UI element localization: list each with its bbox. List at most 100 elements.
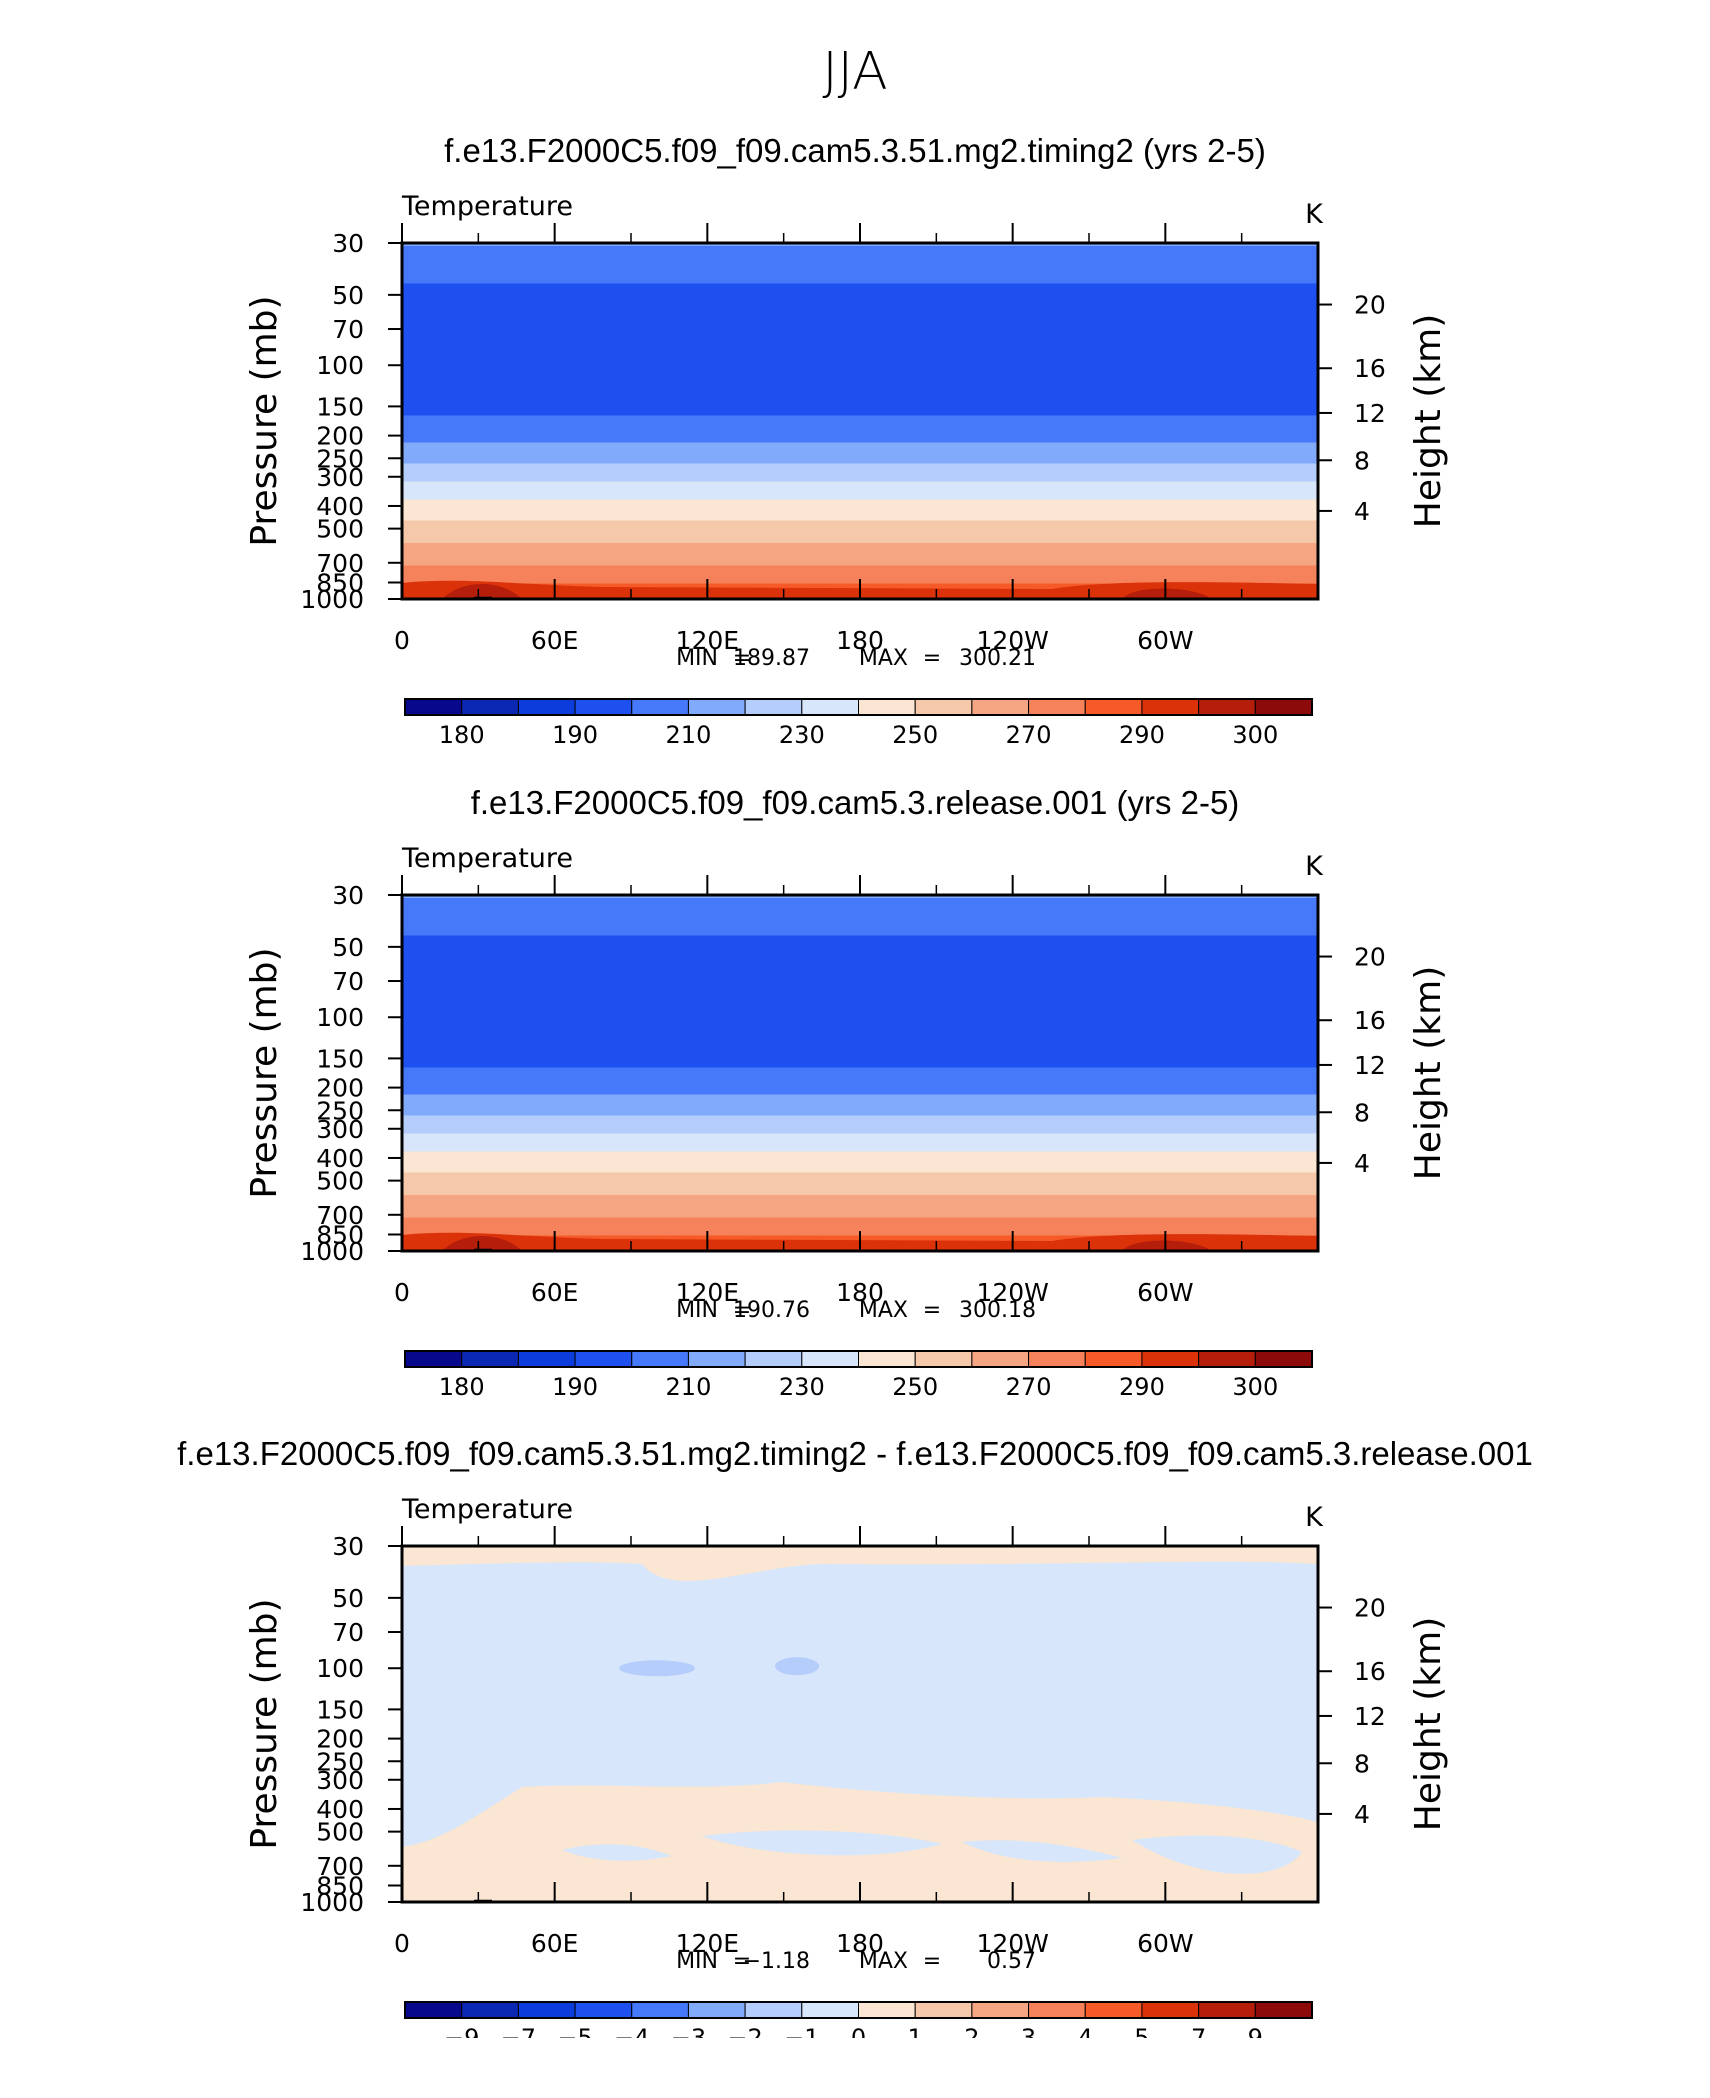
field-band	[402, 898, 1318, 901]
colorbar-cell	[858, 2001, 916, 2019]
field-band	[402, 1216, 1318, 1219]
colorbar-label: 9	[1248, 2024, 1263, 2038]
field-band	[402, 991, 1318, 994]
min-label: MIN	[676, 1949, 718, 1974]
field-band	[402, 1052, 1318, 1055]
field-band	[402, 1123, 1318, 1126]
field-band	[402, 1066, 1318, 1069]
field-band	[402, 1069, 1318, 1072]
field-band	[402, 393, 1318, 396]
field-band	[402, 1012, 1318, 1015]
min-value: 190.76	[733, 1298, 810, 1323]
max-label: MAX	[859, 646, 908, 671]
field-band	[402, 454, 1318, 457]
field-band	[402, 1204, 1318, 1207]
field-band	[402, 1100, 1318, 1103]
field-band	[402, 1130, 1318, 1133]
field-band	[402, 387, 1318, 390]
field-band	[402, 1027, 1318, 1030]
right-tick-label: 8	[1354, 1749, 1370, 1778]
field-band	[402, 319, 1318, 322]
x-tick-label: 180	[836, 1929, 884, 1958]
field-band	[402, 244, 1318, 247]
field-band	[402, 247, 1318, 250]
colorbar-label: −2	[727, 2024, 762, 2038]
field-band	[402, 952, 1318, 955]
y-tick-label: 500	[316, 1167, 364, 1196]
field-band	[402, 379, 1318, 382]
field-band	[402, 1196, 1318, 1199]
field-band	[402, 460, 1318, 463]
field-band	[402, 958, 1318, 961]
field-band	[402, 363, 1318, 366]
field-band	[402, 935, 1318, 938]
field-band	[402, 1111, 1318, 1114]
variable-label: Temperature	[401, 191, 573, 222]
field-band	[402, 538, 1318, 541]
field-band	[402, 901, 1318, 904]
field-band	[402, 546, 1318, 549]
field-band	[402, 268, 1318, 271]
field-band	[402, 406, 1318, 409]
colorbar-cell	[1198, 2001, 1256, 2019]
field-band	[402, 465, 1318, 468]
min-equals: =	[733, 646, 751, 671]
field-band	[402, 961, 1318, 964]
field-band	[402, 1096, 1318, 1099]
field-band	[402, 364, 1318, 367]
field-band	[402, 474, 1318, 477]
field-band	[402, 295, 1318, 298]
colorbar-cell	[574, 698, 633, 716]
field-band	[402, 1228, 1318, 1231]
min-label: MIN	[676, 1298, 718, 1323]
field-band	[402, 250, 1318, 253]
colorbar-cell	[687, 2001, 746, 2019]
colorbar-label: 290	[1119, 1373, 1165, 1401]
field-band	[402, 1097, 1318, 1100]
field-band	[402, 1009, 1318, 1012]
field-band	[402, 339, 1318, 342]
field-band	[402, 394, 1318, 397]
field-band	[402, 304, 1318, 307]
field-band	[402, 899, 1318, 902]
field-band	[402, 414, 1318, 417]
colorbar-cell	[1084, 2001, 1143, 2019]
field-band	[402, 277, 1318, 280]
x-tick-label: 120W	[976, 1278, 1048, 1307]
positive-region	[402, 1546, 1318, 1581]
field-band	[402, 297, 1318, 300]
field-band	[402, 922, 1318, 925]
field-band	[402, 1033, 1318, 1036]
field-band	[402, 553, 1318, 556]
field-band	[402, 910, 1318, 913]
field-band	[402, 541, 1318, 544]
field-band	[402, 334, 1318, 337]
colorbar-cell	[517, 698, 576, 716]
field-band	[402, 310, 1318, 313]
field-band	[402, 303, 1318, 306]
y-tick-label: 50	[332, 933, 364, 962]
field-band	[402, 517, 1318, 520]
field-band	[402, 1004, 1318, 1007]
field-band	[402, 1040, 1318, 1043]
field-band	[402, 573, 1318, 576]
field-band	[402, 384, 1318, 387]
field-band	[402, 577, 1318, 580]
field-band	[402, 321, 1318, 324]
field-band	[402, 376, 1318, 379]
field-band	[402, 1135, 1318, 1138]
field-band	[402, 502, 1318, 505]
y-tick-label: 400	[316, 1144, 364, 1173]
page-title: JJA	[822, 42, 888, 102]
negative-blob	[775, 1657, 819, 1676]
field-band	[402, 1024, 1318, 1027]
field-band	[402, 1174, 1318, 1177]
max-value: 0.57	[987, 1949, 1036, 1974]
field-band	[402, 1043, 1318, 1046]
right-tick-label: 12	[1354, 399, 1386, 428]
field-band	[402, 486, 1318, 489]
colorbar-cell	[461, 698, 519, 716]
field-band	[402, 1208, 1318, 1211]
min-value: 189.87	[733, 646, 810, 671]
field-band	[402, 487, 1318, 490]
